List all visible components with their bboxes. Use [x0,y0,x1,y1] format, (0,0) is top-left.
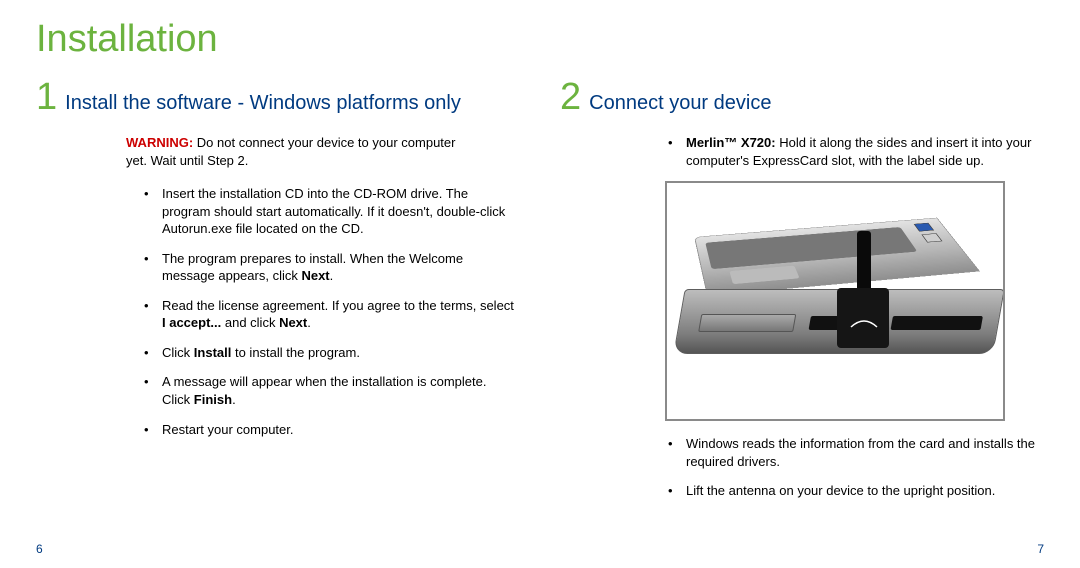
list-item: Lift the antenna on your device to the u… [686,482,1036,500]
laptop-trackpad-icon [729,266,799,285]
section-1-number: 1 [36,78,57,116]
laptop-sticker-icon [921,233,942,242]
device-illustration [665,181,1005,421]
merlin-antenna-icon [857,231,871,291]
section-1-title: Install the software - Windows platforms… [65,92,461,115]
section-2-steps: Windows reads the information from the c… [686,435,1036,500]
page-number-left: 6 [36,542,43,556]
list-item: Insert the installation CD into the CD-R… [162,185,518,238]
list-item: Windows reads the information from the c… [686,435,1036,470]
section-2-number: 2 [560,78,581,116]
page-number-right: 7 [1037,542,1044,556]
left-column: 1 Install the software - Windows platfor… [36,78,526,450]
right-column: 2 Connect your device Merlin™ X720: Hold… [560,78,1040,512]
section-2-title: Connect your device [589,92,771,115]
section-2-header: 2 Connect your device [560,78,1040,116]
laptop-sticker-icon [914,223,934,232]
list-item: Click Install to install the program. [162,344,518,362]
section-1-steps: Insert the installation CD into the CD-R… [162,185,518,438]
page-title: Installation [36,18,218,61]
laptop-dvd-icon [698,314,796,332]
list-item: A message will appear when the installat… [162,373,518,408]
list-item: The program prepares to install. When th… [162,250,518,285]
warning-label: WARNING: [126,135,193,150]
laptop-top-icon [694,218,980,296]
section-2-intro: Merlin™ X720: Hold it along the sides an… [686,134,1046,169]
section-1-header: 1 Install the software - Windows platfor… [36,78,526,116]
device-name: Merlin™ X720: [686,135,776,150]
laptop-keyboard-icon [705,227,917,269]
list-item: Read the license agreement. If you agree… [162,297,518,332]
warning-block: WARNING: Do not connect your device to y… [126,134,466,169]
laptop-slot-icon [891,316,983,330]
merlin-logo-icon [847,317,881,331]
list-item: Restart your computer. [162,421,518,439]
